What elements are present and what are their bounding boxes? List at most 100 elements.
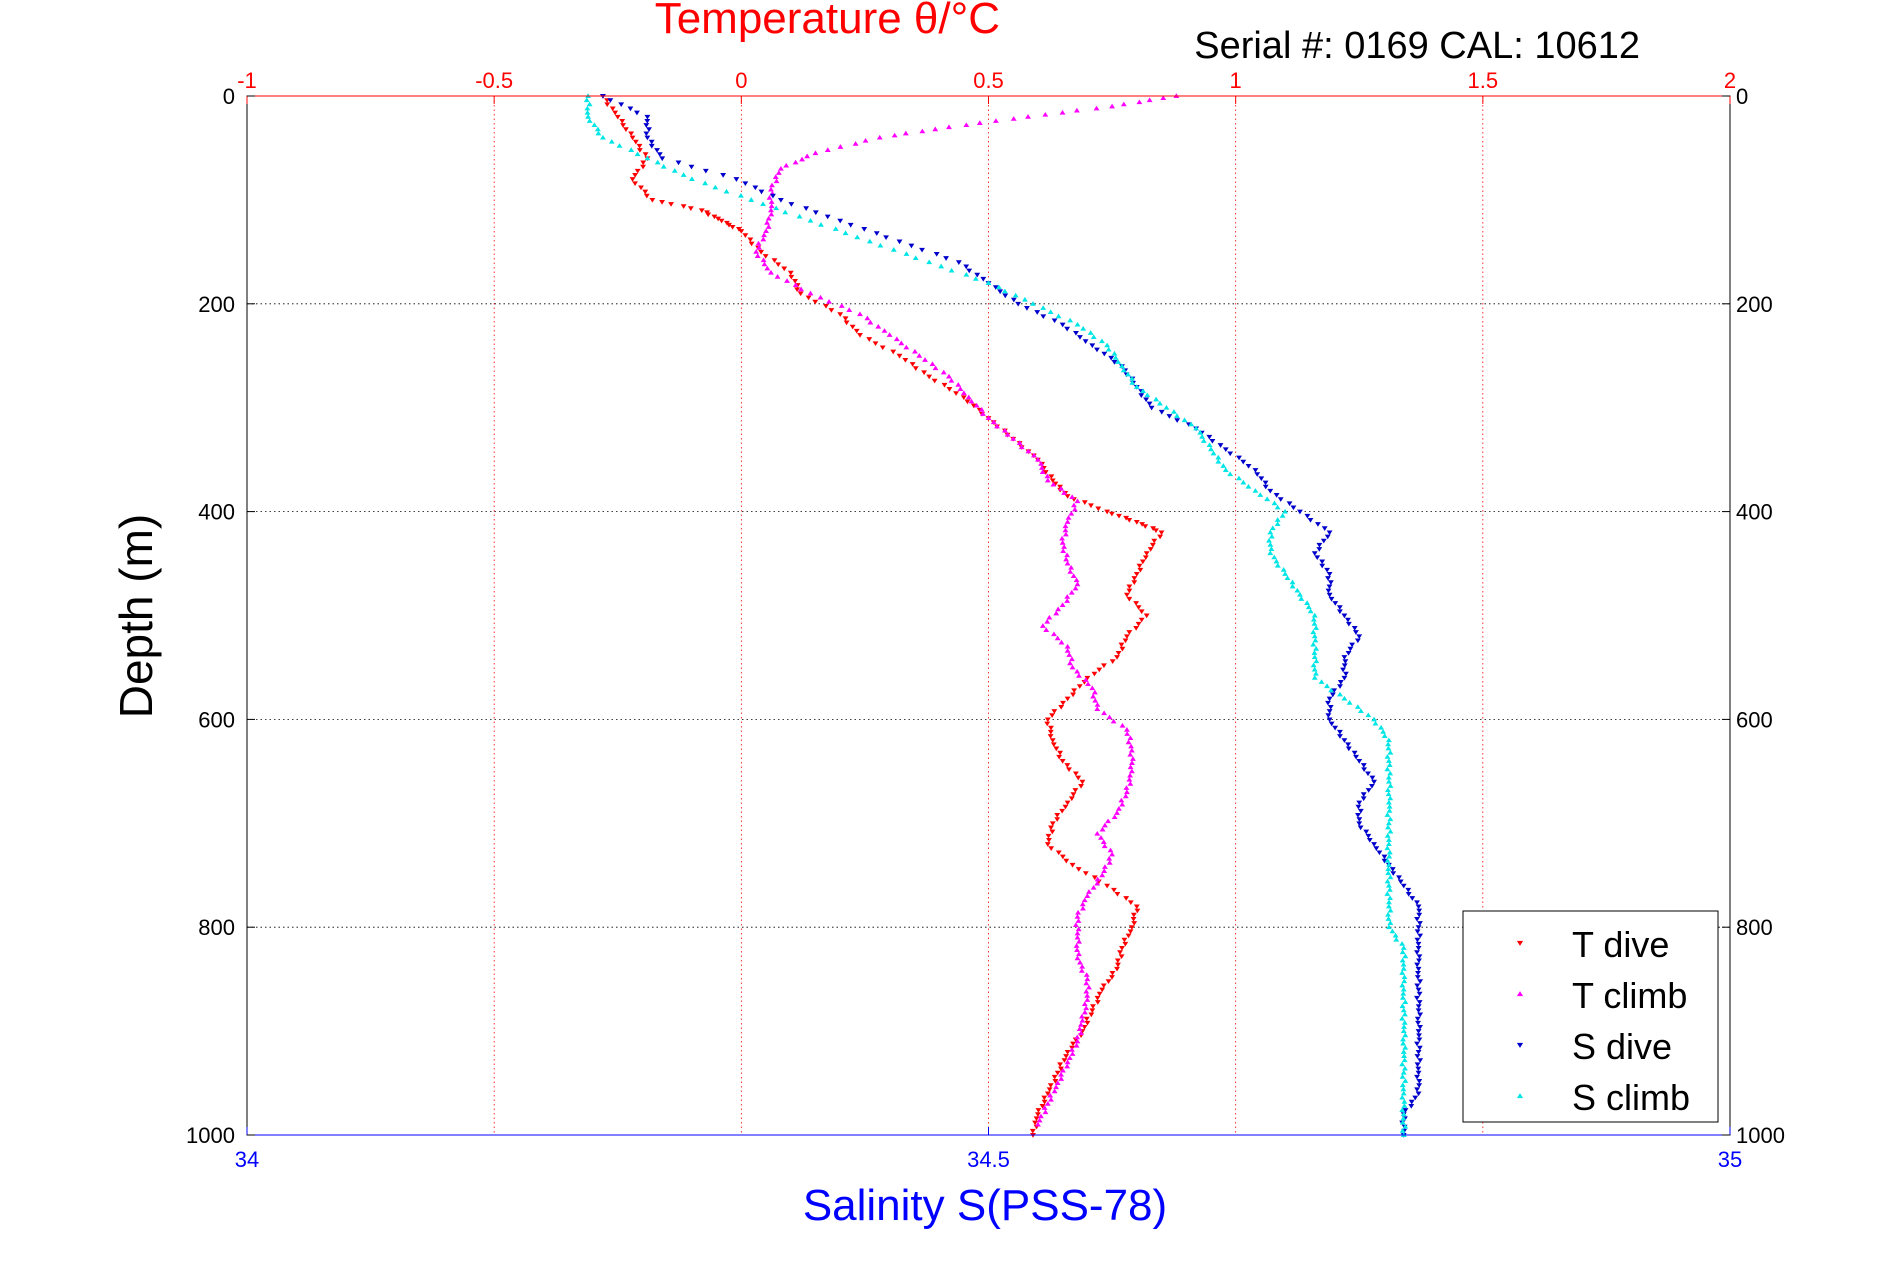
data-point [1371,779,1378,785]
data-point [903,344,910,350]
right-tick-label: 600 [1736,707,1773,732]
data-point [1144,392,1151,398]
data-point [1089,343,1096,349]
data-point [1059,1067,1066,1073]
data-point [1326,530,1333,536]
data-point [1074,1034,1081,1040]
data-point [1401,978,1408,984]
data-point [1054,1080,1061,1085]
data-point [1042,111,1049,117]
data-point [1399,995,1406,1000]
data-point [1060,700,1066,706]
data-point [738,229,745,234]
data-point [1326,572,1333,577]
data-point [1289,583,1296,589]
data-point [1090,1004,1096,1009]
data-point [1031,452,1037,458]
data-point [1355,804,1362,810]
data-point [1341,738,1348,743]
data-point [978,407,985,412]
data-point [896,239,903,245]
data-point [1341,663,1348,669]
data-point [1347,646,1354,652]
data-point [586,101,593,107]
data-point [1099,872,1106,878]
data-point [1114,966,1120,972]
data-point [912,366,919,371]
data-point [1044,618,1051,624]
data-point [1046,837,1052,843]
data-point [768,211,775,217]
data-point [1114,655,1120,660]
data-point [879,345,886,351]
data-point [963,264,970,270]
data-point [1069,664,1076,670]
data-point [765,215,772,221]
data-point [985,280,992,285]
data-point [1313,646,1320,651]
data-point [787,270,794,276]
data-point [1094,876,1101,882]
legend: T dive T climb S dive S climb [1462,910,1719,1123]
data-point [754,253,761,258]
data-point [826,298,832,304]
data-point [1021,296,1028,302]
data-point [607,98,614,103]
data-point [1399,1107,1406,1113]
data-point [1083,1005,1090,1011]
data-point [1401,1011,1408,1017]
data-point [1059,109,1066,115]
top-tick-label: 1 [1230,68,1242,93]
data-point [768,186,774,192]
data-point [1147,547,1154,552]
data-point [1142,524,1149,529]
data-point [1069,494,1076,499]
data-point [1002,293,1009,299]
data-point [1051,1074,1058,1080]
data-point [1081,500,1088,505]
data-point [1405,887,1412,893]
data-point [1217,443,1224,448]
data-point [1074,934,1081,940]
data-point [1078,1030,1084,1036]
data-point [1041,1105,1048,1110]
data-point [1068,796,1075,802]
data-point [1340,667,1346,673]
data-point [1385,824,1391,830]
data-point [1341,613,1348,619]
data-point [1336,605,1343,610]
data-point [1073,107,1080,113]
data-point [1414,1016,1421,1022]
data-point [1297,591,1303,597]
data-point [1058,486,1065,491]
data-point [1123,634,1130,640]
data-point [1208,446,1214,452]
data-point [1386,899,1392,905]
data-point [1135,605,1142,610]
data-point [903,251,910,256]
data-point [1102,864,1108,869]
data-point [1351,750,1358,756]
data-point [1126,517,1133,523]
data-point [1127,764,1134,770]
data-point [777,165,784,171]
data-point [638,185,644,191]
data-point [898,340,905,346]
data-point [1066,1055,1073,1061]
data-point [916,353,923,358]
data-point [1417,1012,1424,1018]
data-point [1061,1058,1068,1063]
data-point [1057,750,1064,756]
data-point [929,361,936,367]
data-point [1146,97,1153,103]
data-point [1053,610,1060,616]
data-point [1396,875,1402,881]
data-point [1010,297,1017,303]
data-point [1384,857,1391,863]
data-point [1181,417,1188,423]
data-point [890,247,897,252]
data-point [902,130,909,136]
data-point [1209,439,1216,444]
data-point [1077,335,1083,340]
data-point [1352,630,1359,635]
